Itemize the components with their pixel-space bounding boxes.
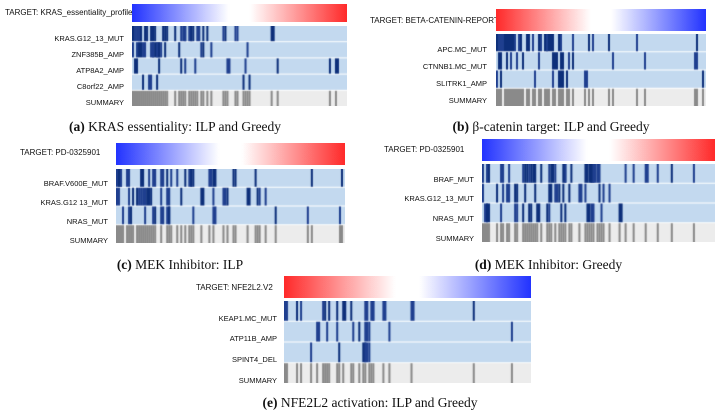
caption: (e) NFE2L2 activation: ILP and Greedy — [262, 395, 478, 410]
caption: (b) β-catenin target: ILP and Greedy — [452, 119, 650, 134]
target-gradient — [116, 143, 345, 165]
row-label: BRAF_MUT — [433, 174, 474, 184]
row-label: ZNF385B_AMP — [71, 50, 124, 59]
target-gradient — [482, 139, 715, 161]
target-label: TARGET: NFE2L2.V2 — [196, 283, 273, 292]
heatmap — [482, 164, 715, 242]
target-label: TARGET: BETA-CATENIN-REPORTER — [370, 16, 510, 25]
row-label: KEAP1.MC_MUT — [218, 313, 277, 323]
row-label: ATP11B_AMP — [229, 333, 277, 343]
summary-label: SUMMARY — [435, 233, 474, 243]
row-label: SPINT4_DEL — [231, 354, 277, 364]
caption: (c) MEK Inhibitor: ILP — [116, 257, 244, 272]
summary-label: SUMMARY — [448, 95, 487, 105]
heatmap — [496, 34, 706, 106]
row-label: NRAS_MUT — [66, 216, 108, 226]
target-label: TARGET: PD-0325901 — [384, 145, 465, 154]
heatmap — [132, 26, 347, 106]
summary-label: SUMMARY — [85, 98, 124, 107]
row-label: KRAS.G12 13_MUT — [40, 197, 108, 207]
row-label: NRAS_MUT — [432, 213, 474, 223]
target-gradient — [132, 4, 347, 22]
heatmap — [116, 169, 345, 243]
row-label: BRAF.V600E_MUT — [43, 178, 108, 188]
target-label: TARGET: PD-0325901 — [20, 148, 101, 157]
target-label: TARGET: KRAS_essentiality_profile — [5, 8, 133, 17]
target-gradient — [496, 9, 706, 31]
row-label: CTNNB1.MC_MUT — [422, 61, 487, 71]
summary-label: SUMMARY — [69, 235, 108, 245]
row-label: SLITRK1_AMP — [436, 78, 487, 88]
row-label: KRAS.G12_13_MUT — [54, 34, 124, 43]
row-label: KRAS.G12_13_MUT — [404, 193, 474, 203]
row-label: APC.MC_MUT — [437, 44, 487, 54]
row-label: C8orf22_AMP — [76, 82, 124, 91]
caption: (d) MEK Inhibitor: Greedy — [474, 257, 623, 272]
heatmap — [284, 301, 531, 383]
summary-label: SUMMARY — [238, 375, 277, 385]
row-label: ATP8A2_AMP — [76, 66, 124, 75]
target-gradient — [284, 276, 531, 298]
caption: (a) KRAS essentiality: ILP and Greedy — [68, 119, 282, 134]
